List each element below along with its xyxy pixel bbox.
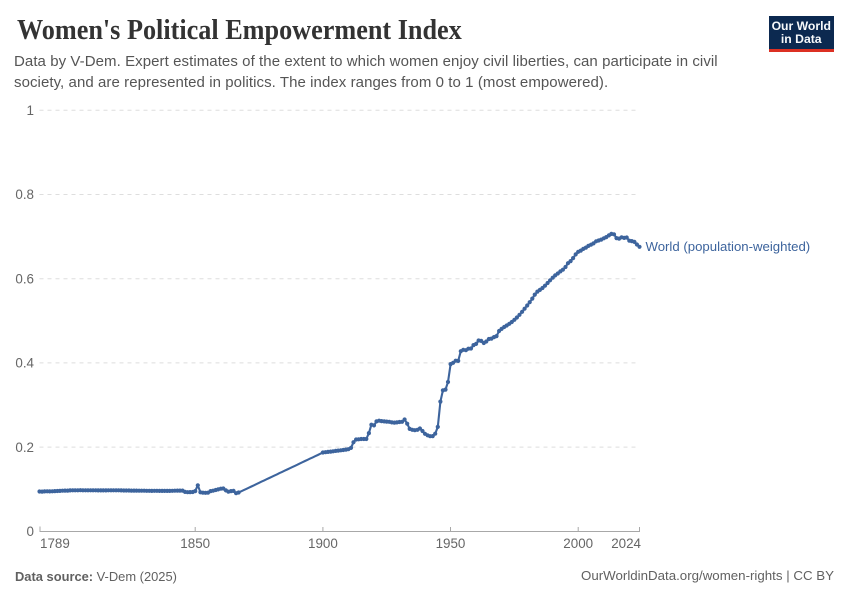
svg-text:2000: 2000 [563,536,593,551]
svg-text:2024: 2024 [611,536,641,551]
svg-text:1: 1 [27,103,34,118]
svg-text:1900: 1900 [308,536,338,551]
svg-text:0: 0 [27,524,34,539]
svg-text:0.4: 0.4 [15,356,34,371]
svg-text:1789: 1789 [40,536,70,551]
svg-text:0.2: 0.2 [15,440,34,455]
svg-text:1850: 1850 [180,536,210,551]
svg-text:World (population-weighted): World (population-weighted) [646,239,811,254]
svg-text:0.8: 0.8 [15,187,34,202]
svg-text:1950: 1950 [436,536,466,551]
svg-text:0.6: 0.6 [15,271,34,286]
